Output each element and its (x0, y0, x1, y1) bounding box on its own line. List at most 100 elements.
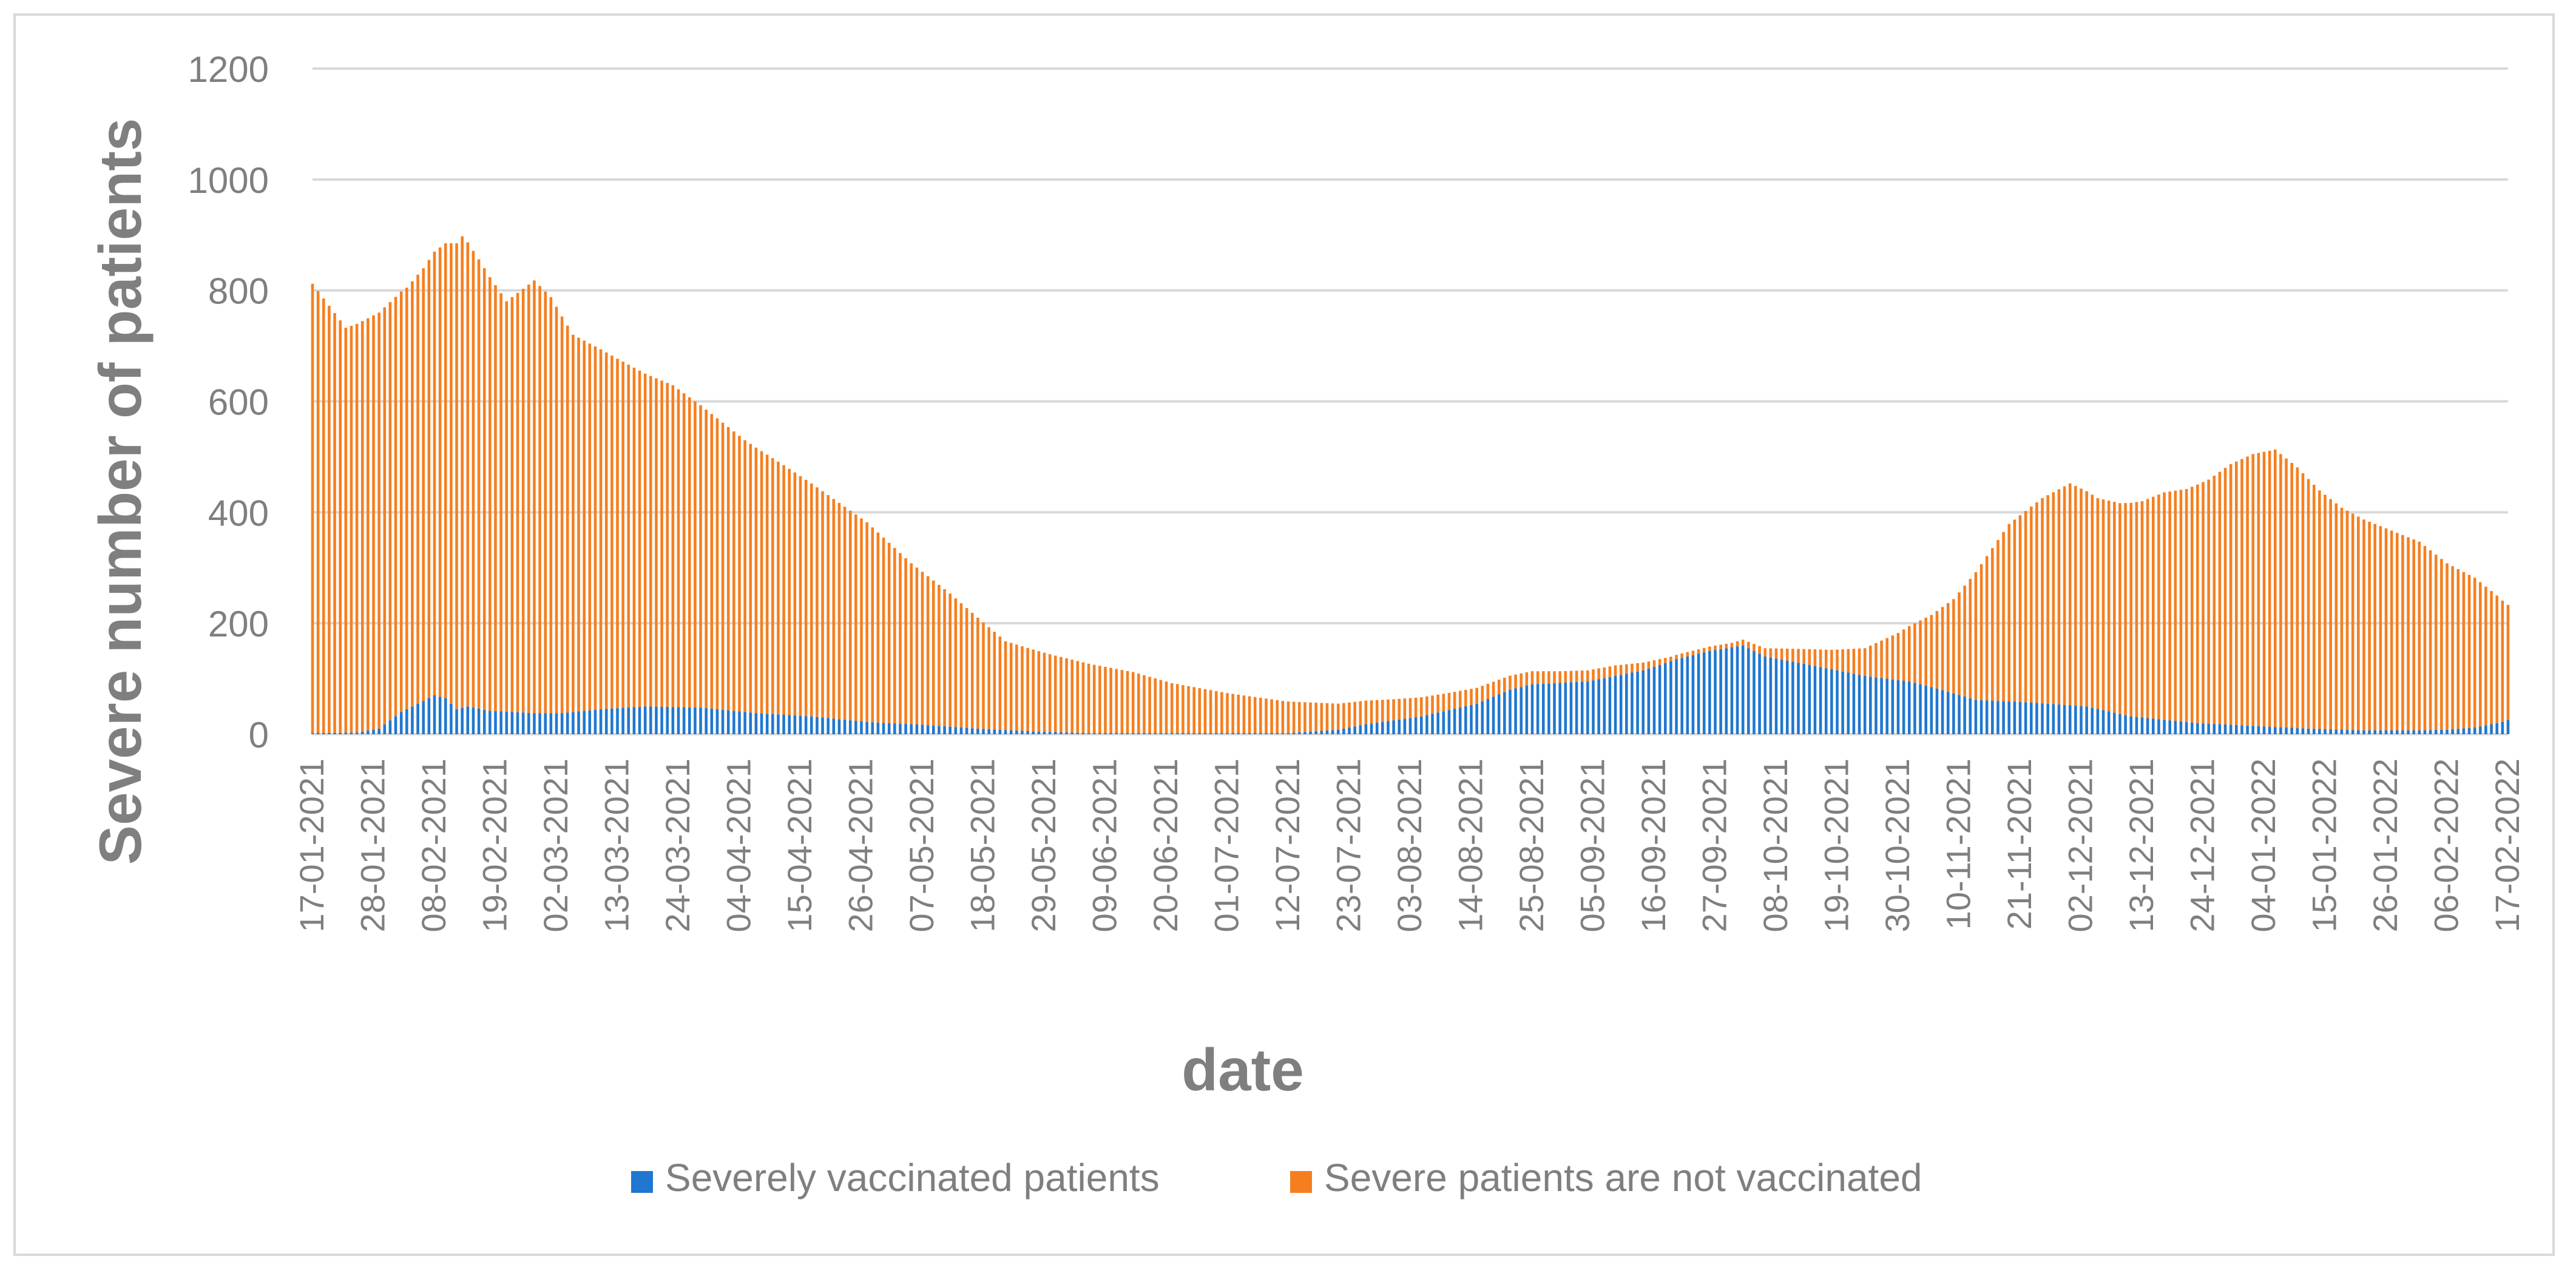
bar-not-vaccinated (1863, 648, 1867, 677)
bar-not-vaccinated (2423, 545, 2427, 731)
bar-not-vaccinated (2246, 456, 2249, 726)
bar-not-vaccinated (938, 584, 941, 726)
bar-not-vaccinated (848, 510, 852, 721)
bar-not-vaccinated (2146, 499, 2149, 718)
bar-vaccinated (1414, 717, 1418, 734)
bar-vaccinated (1026, 731, 1029, 734)
bar-vaccinated (2329, 729, 2332, 734)
y-axis-ticks: 0 200 400 600 800 1000 1200 (188, 49, 269, 755)
bar-vaccinated (1475, 703, 1478, 734)
bar-vaccinated (2268, 726, 2271, 734)
bar-not-vaccinated (1325, 703, 1329, 731)
bar-not-vaccinated (2096, 498, 2100, 709)
bar-not-vaccinated (367, 318, 370, 731)
bar-vaccinated (715, 709, 719, 734)
bar-vaccinated (583, 711, 586, 734)
bar-not-vaccinated (1791, 649, 1794, 662)
bar-vaccinated (1470, 704, 1473, 734)
bar-vaccinated (2379, 730, 2382, 734)
bar-vaccinated (2362, 730, 2365, 734)
bar-vaccinated (1387, 721, 1390, 734)
bar-vaccinated (572, 712, 575, 734)
bar-vaccinated (1852, 673, 1856, 734)
x-tick-label: 27-09-2021 (1695, 758, 1734, 932)
bar-not-vaccinated (915, 567, 919, 725)
bar-vaccinated (2190, 722, 2194, 734)
bar-vaccinated (2118, 714, 2121, 734)
bar-vaccinated (1691, 655, 1695, 734)
bar-vaccinated (1237, 733, 1240, 734)
bar-not-vaccinated (2440, 559, 2443, 730)
bar-vaccinated (1847, 672, 1850, 734)
bar-vaccinated (1802, 664, 1805, 734)
bar-vaccinated (2490, 724, 2493, 734)
bar-not-vaccinated (2345, 510, 2349, 730)
bar-not-vaccinated (2113, 502, 2116, 713)
x-tick-label: 12-07-2021 (1268, 758, 1307, 932)
bar-not-vaccinated (1658, 659, 1662, 665)
bar-vaccinated (2290, 727, 2293, 734)
bar-not-vaccinated (583, 340, 586, 711)
bar-not-vaccinated (688, 397, 691, 707)
bars (311, 236, 2510, 734)
bar-vaccinated (1603, 678, 1606, 734)
bar-not-vaccinated (638, 370, 641, 707)
bar-not-vaccinated (2407, 537, 2410, 731)
bar-not-vaccinated (976, 618, 979, 729)
bar-vaccinated (915, 724, 919, 734)
bar-not-vaccinated (1182, 685, 1185, 734)
bar-not-vaccinated (399, 291, 403, 712)
bar-vaccinated (2373, 730, 2377, 734)
bar-not-vaccinated (2318, 490, 2321, 729)
bar-vaccinated (1675, 659, 1678, 734)
bar-not-vaccinated (593, 346, 597, 710)
bar-vaccinated (2285, 727, 2288, 734)
bar-vaccinated (959, 727, 963, 734)
bar-not-vaccinated (1736, 641, 1739, 647)
bar-vaccinated (627, 707, 630, 734)
bar-vaccinated (1714, 650, 1717, 734)
bar-vaccinated (1708, 650, 1711, 734)
bar-vaccinated (394, 716, 397, 734)
bar-vaccinated (2063, 704, 2066, 734)
bar-vaccinated (2024, 702, 2027, 734)
bar-not-vaccinated (1802, 649, 1805, 664)
bar-not-vaccinated (2501, 600, 2504, 722)
bar-not-vaccinated (2412, 539, 2415, 731)
bar-vaccinated (466, 706, 470, 734)
bar-vaccinated (2296, 727, 2299, 734)
bar-vaccinated (1109, 733, 1112, 734)
bar-not-vaccinated (793, 472, 797, 716)
bar-not-vaccinated (2490, 591, 2493, 724)
bar-not-vaccinated (1614, 665, 1617, 677)
bar-not-vaccinated (1869, 646, 1872, 677)
bar-vaccinated (2412, 730, 2415, 734)
bar-not-vaccinated (1974, 572, 1978, 700)
bar-vaccinated (472, 707, 475, 734)
bar-not-vaccinated (549, 297, 553, 714)
bar-not-vaccinated (970, 613, 974, 729)
bar-vaccinated (1913, 683, 1916, 734)
bar-not-vaccinated (1120, 670, 1124, 734)
bar-vaccinated (2357, 730, 2360, 734)
bar-vaccinated (1935, 688, 1939, 734)
bar-not-vaccinated (1032, 649, 1035, 732)
y-tick-label: 600 (208, 382, 269, 423)
bar-not-vaccinated (2168, 491, 2171, 721)
y-tick-label: 400 (208, 493, 269, 533)
bar-vaccinated (871, 722, 874, 734)
bar-not-vaccinated (1808, 649, 1811, 665)
bar-not-vaccinated (2429, 550, 2432, 731)
bar-vaccinated (1836, 670, 1839, 734)
bar-not-vaccinated (2451, 566, 2454, 729)
bar-vaccinated (1797, 663, 1800, 734)
bar-not-vaccinated (854, 514, 857, 721)
y-tick-label: 1200 (188, 49, 269, 90)
bar-vaccinated (1580, 681, 1584, 734)
bar-not-vaccinated (1753, 644, 1756, 651)
bar-vaccinated (2240, 725, 2243, 734)
bar-not-vaccinated (1730, 643, 1734, 647)
bar-not-vaccinated (377, 312, 380, 729)
bar-vaccinated (1004, 730, 1007, 734)
bar-vaccinated (2407, 730, 2410, 734)
